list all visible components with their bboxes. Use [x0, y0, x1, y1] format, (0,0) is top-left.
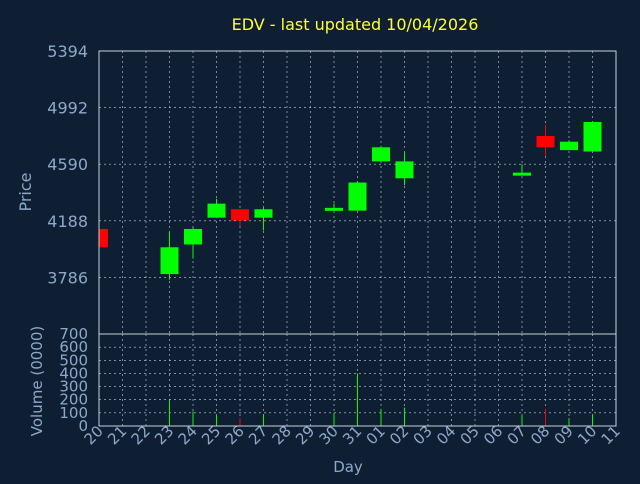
candle-body	[583, 121, 602, 152]
candles	[98, 121, 602, 280]
price-axis-label: Price	[16, 172, 35, 211]
candle-body	[207, 203, 226, 218]
price-tick-label: 4590	[47, 155, 88, 174]
candle-body	[325, 207, 343, 211]
volume-tick-label: 500	[59, 351, 88, 369]
candle-body	[372, 147, 390, 162]
volume-panel-frame	[98, 333, 617, 427]
volume-tick-label: 0	[78, 417, 88, 435]
price-tick-label: 5394	[47, 42, 88, 61]
price-tick-label: 4992	[47, 99, 88, 118]
candle-body	[160, 247, 179, 275]
price-tick-label: 3786	[47, 268, 88, 287]
x-axis-label: Day	[333, 458, 363, 476]
volume-tick-label: 400	[59, 364, 88, 382]
volume-bars	[169, 373, 593, 426]
candle-body	[254, 209, 273, 218]
candle-body	[99, 228, 108, 248]
price-tick-labels: 3786 4188 4590 4992 5394	[47, 42, 88, 287]
candle-body	[560, 141, 578, 151]
price-tick-label: 4188	[47, 212, 88, 231]
volume-tick-label: 100	[59, 404, 88, 422]
volume-tick-label: 200	[59, 391, 88, 409]
volume-tick-label: 600	[59, 338, 88, 356]
chart-title: EDV - last updated 10/04/2026	[232, 15, 479, 34]
candle-body	[348, 182, 367, 211]
candle-body	[184, 228, 202, 245]
candle-body	[231, 209, 249, 221]
candle-body	[395, 161, 414, 179]
candle-body	[536, 136, 555, 148]
volume-axis-label: Volume (0000)	[28, 326, 46, 436]
candle-body	[513, 172, 531, 176]
volume-tick-label: 300	[59, 378, 88, 396]
volume-tick-label: 700	[59, 325, 88, 343]
